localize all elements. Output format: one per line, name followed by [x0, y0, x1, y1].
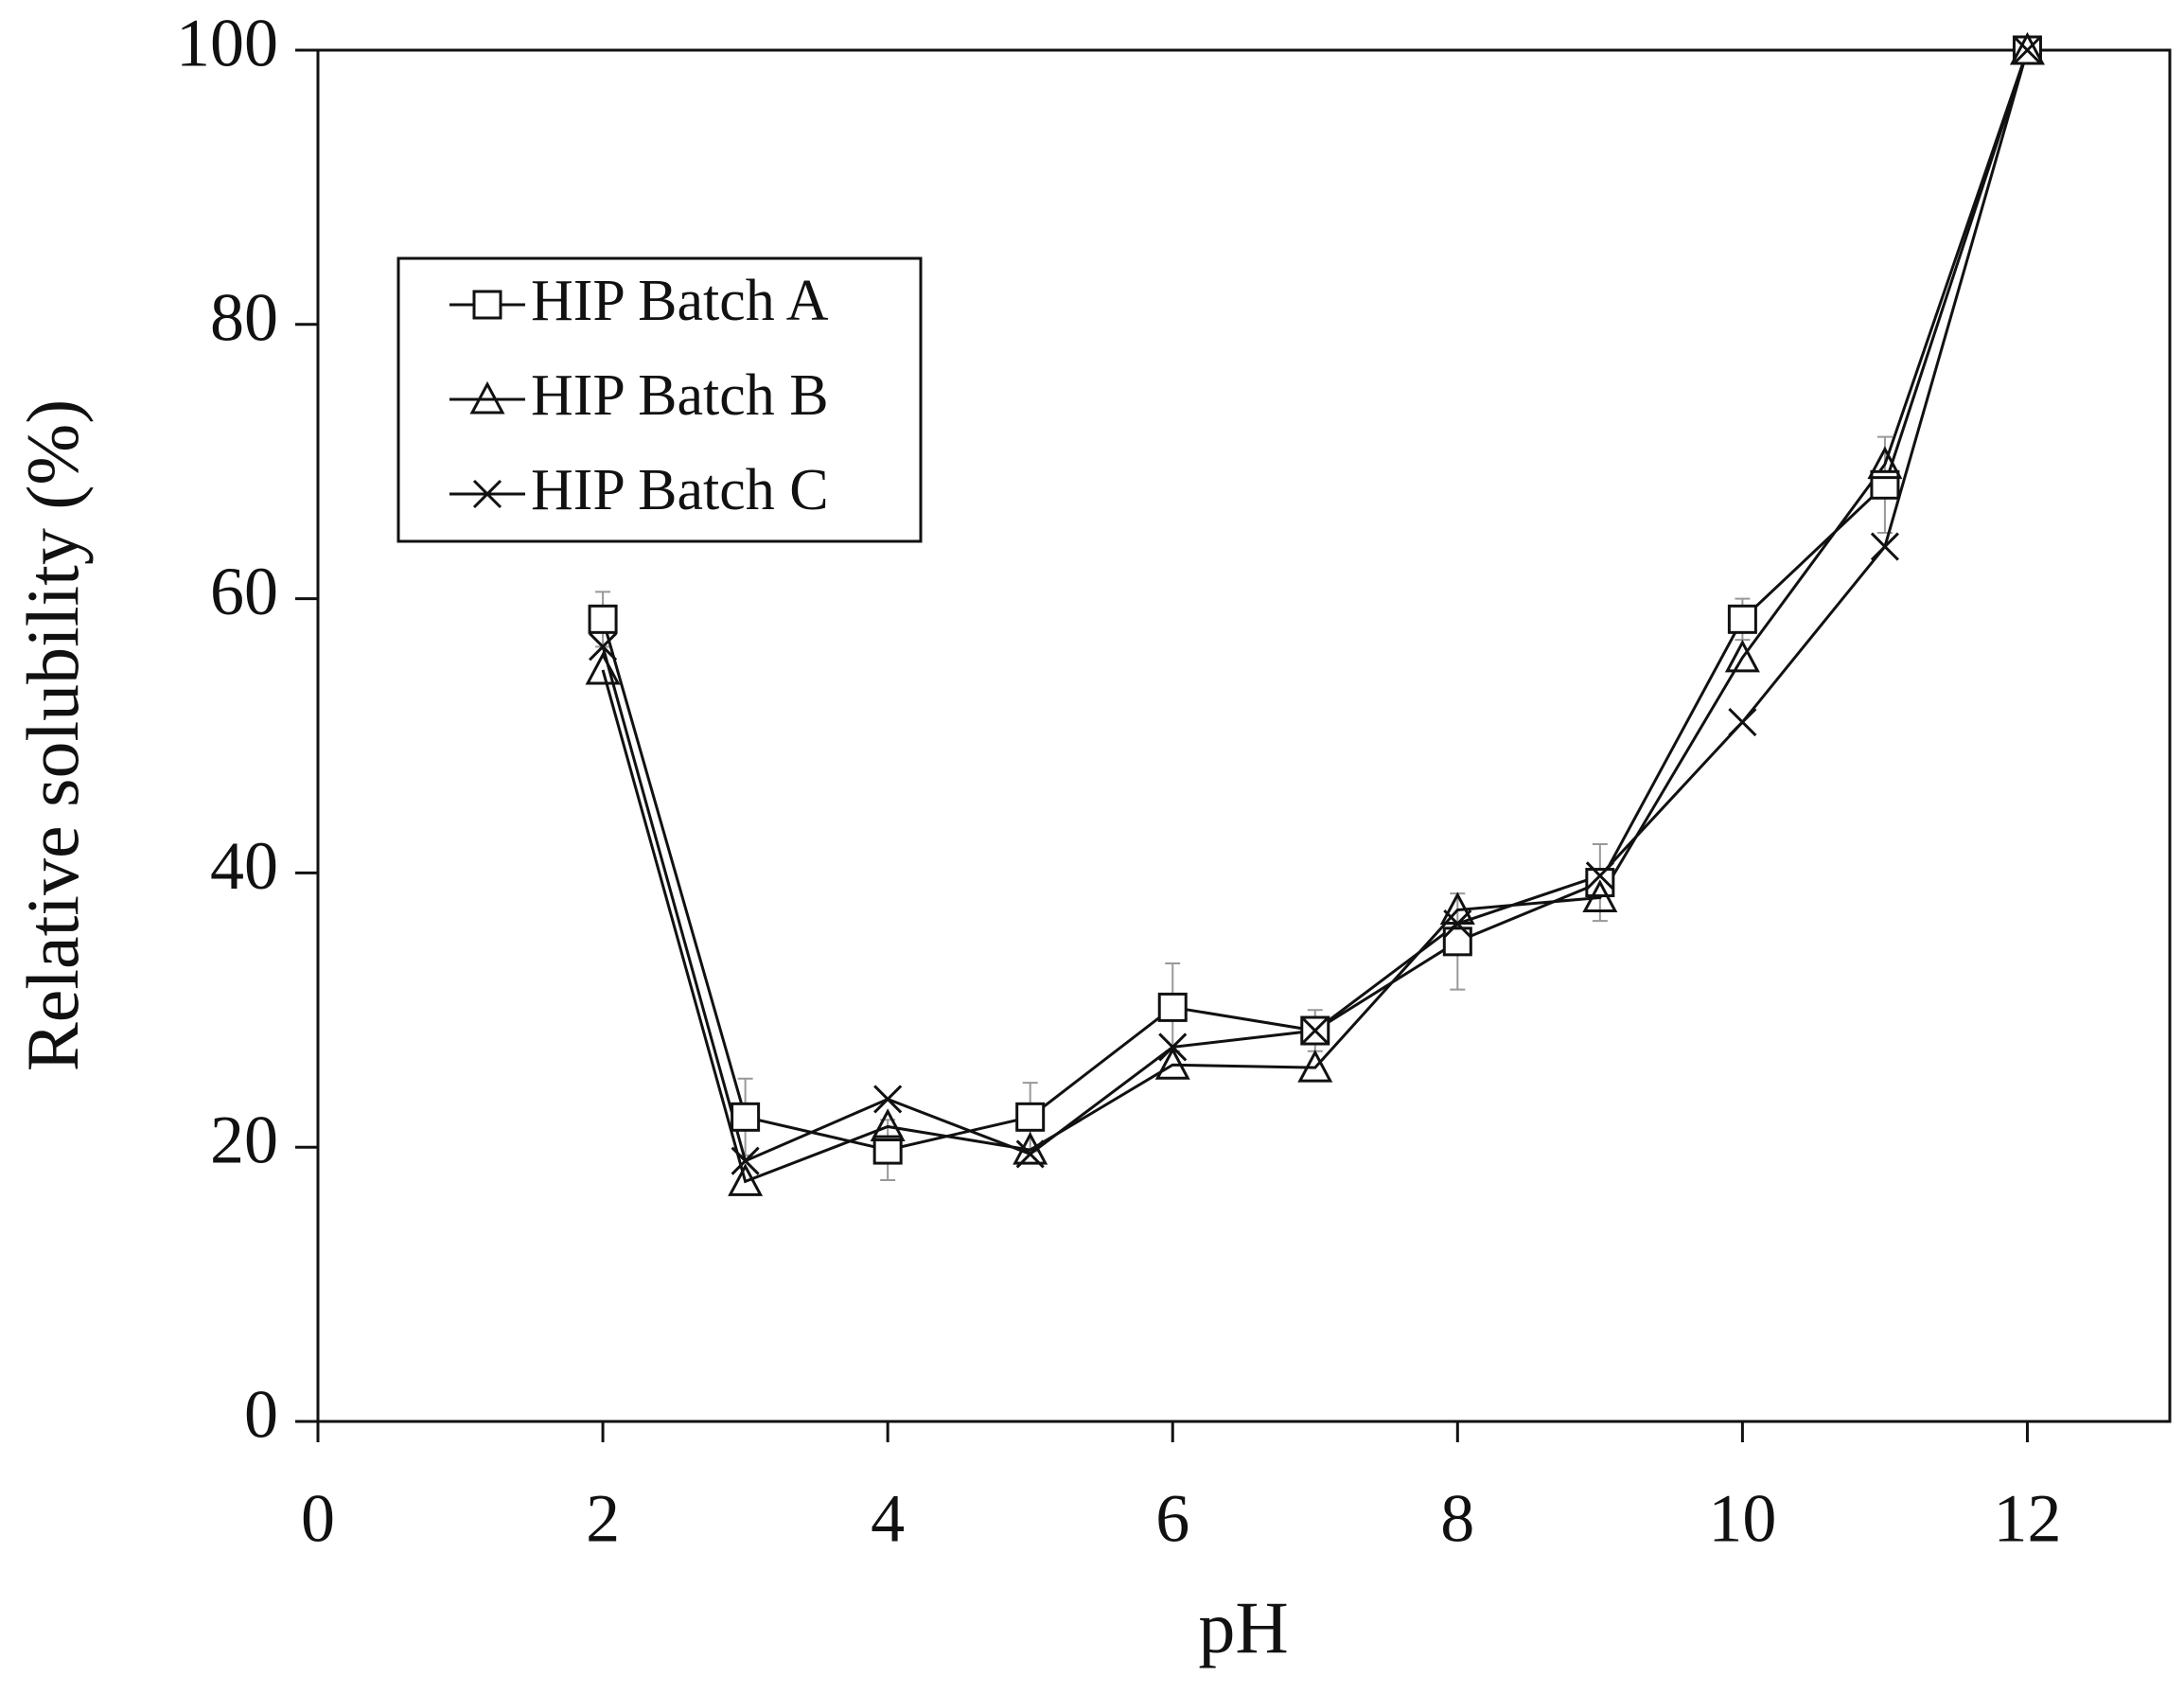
marker-x	[1158, 1032, 1188, 1062]
marker-triangle	[1154, 1047, 1190, 1080]
y-tick-label: 100	[176, 6, 278, 81]
marker-x	[1300, 1015, 1330, 1046]
series-line	[601, 49, 2029, 1184]
marker-triangle	[2009, 31, 2045, 65]
plot-frame	[316, 48, 2172, 1423]
x-axis-title: pH	[1198, 1586, 1288, 1668]
x-tick-label: 4	[871, 1481, 905, 1557]
marker-triangle	[1297, 1049, 1333, 1083]
marker-x	[1728, 707, 1757, 737]
marker-triangle	[1013, 1131, 1048, 1165]
y-tick-label: 20	[210, 1103, 278, 1178]
legend-label: HIP Batch B	[531, 363, 829, 428]
marker-x	[2013, 35, 2042, 65]
legend: HIP Batch A HIP Batch B HIP Batch C	[396, 256, 923, 543]
marker-triangle	[870, 1108, 906, 1141]
series-line	[601, 49, 2029, 1152]
x-tick-label: 10	[1708, 1481, 1776, 1557]
marker-x	[1443, 909, 1472, 939]
series-line	[601, 49, 2029, 1163]
x-tick-label: 2	[586, 1481, 620, 1557]
y-tick-label: 80	[210, 279, 278, 355]
marker-square	[1870, 469, 1900, 500]
x-tick-label: 0	[301, 1481, 335, 1557]
marker-x	[589, 632, 618, 662]
legend-marker	[469, 380, 505, 415]
y-tick-label: 40	[210, 828, 278, 904]
marker-triangle	[1582, 879, 1618, 912]
marker-x	[1585, 861, 1614, 891]
marker-x	[873, 1085, 903, 1114]
legend-marker	[472, 479, 502, 509]
y-tick-label: 0	[244, 1377, 278, 1453]
legend-label: HIP Batch A	[531, 269, 829, 333]
marker-square	[1015, 1102, 1046, 1132]
marker-triangle	[585, 651, 621, 685]
x-tick-label: 8	[1440, 1481, 1474, 1557]
y-tick-label: 60	[210, 554, 278, 629]
y-axis-title: Relative solubility (%)	[11, 399, 94, 1072]
marker-triangle	[1724, 639, 1760, 673]
marker-x	[1870, 532, 1899, 561]
marker-x	[1015, 1139, 1045, 1169]
marker-square	[1727, 604, 1757, 634]
marker-square	[588, 604, 618, 634]
marker-triangle	[728, 1163, 764, 1196]
marker-square	[731, 1102, 761, 1132]
x-tick-label: 6	[1155, 1481, 1189, 1557]
marker-x	[731, 1146, 760, 1175]
x-tick-label: 12	[1993, 1481, 2061, 1557]
marker-square	[1157, 992, 1188, 1022]
legend-marker	[472, 290, 502, 320]
marker-triangle	[1867, 446, 1903, 480]
legend-label: HIP Batch C	[531, 458, 829, 522]
